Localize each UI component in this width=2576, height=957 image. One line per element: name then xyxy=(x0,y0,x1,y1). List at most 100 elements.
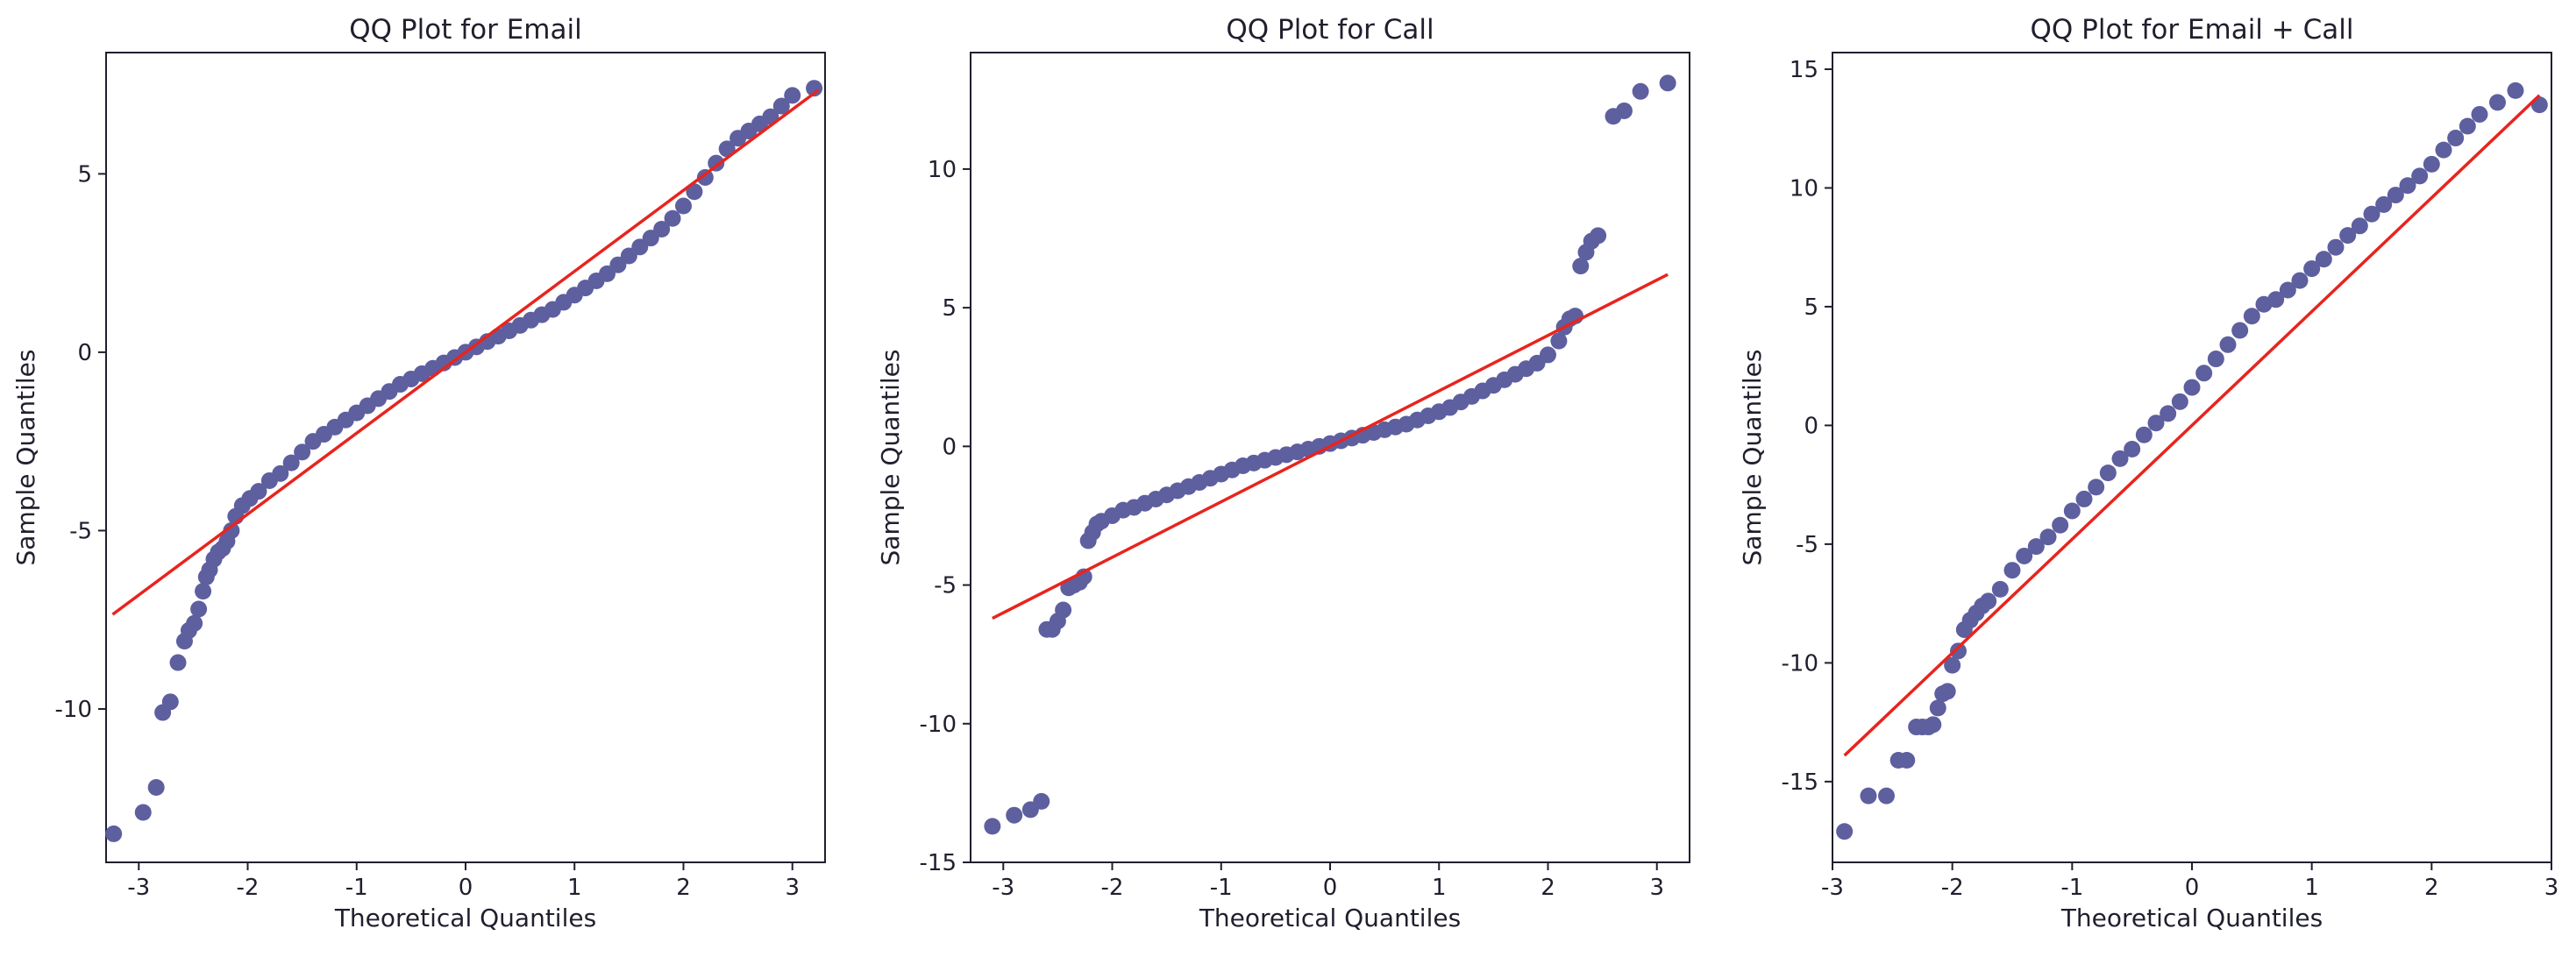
y-tick-label: -5 xyxy=(1796,532,1818,558)
qq-point xyxy=(2399,177,2416,195)
qq-point xyxy=(1925,716,1942,734)
qq-point xyxy=(1572,258,1590,275)
qq-point xyxy=(195,583,212,600)
x-tick-label: -2 xyxy=(1941,875,1964,901)
qq-point xyxy=(2423,155,2440,173)
qq-point xyxy=(1836,823,1854,840)
x-tick-label: -1 xyxy=(1210,875,1233,901)
qq-point xyxy=(2435,141,2452,159)
axes-frame xyxy=(970,52,1690,863)
x-tick-label: -2 xyxy=(1101,875,1124,901)
qq-point xyxy=(772,97,790,115)
qq-point xyxy=(2088,478,2105,496)
y-tick-label: -10 xyxy=(920,712,957,738)
y-axis-label: Sample Quantiles xyxy=(1738,350,1767,566)
qq-point xyxy=(2303,260,2321,278)
y-tick-label: -5 xyxy=(934,573,957,599)
qq-point xyxy=(1991,580,2009,598)
y-tick-label: 5 xyxy=(942,295,957,322)
qq-point xyxy=(2315,251,2332,268)
qq-point xyxy=(696,168,714,186)
qq-point xyxy=(2063,502,2081,520)
x-tick-label: -1 xyxy=(345,875,368,901)
panel-title: QQ Plot for Call xyxy=(1226,14,1434,46)
qq-point xyxy=(2279,281,2296,299)
qq-point xyxy=(223,521,240,539)
y-tick-label: -15 xyxy=(920,850,957,876)
qq-point xyxy=(147,779,165,797)
qq-point xyxy=(1033,792,1050,810)
qq-point xyxy=(1929,699,1946,717)
qq-point xyxy=(1615,102,1633,119)
qq-point xyxy=(2099,464,2117,482)
qq-point xyxy=(2291,272,2309,289)
qq-point xyxy=(2327,238,2345,256)
qq-point xyxy=(2363,205,2380,223)
qq-point xyxy=(2267,291,2285,308)
qq-point xyxy=(1860,787,1877,805)
qq-point xyxy=(134,804,152,821)
qq-point xyxy=(190,600,208,618)
qq-point xyxy=(2160,405,2177,422)
reference-line xyxy=(111,89,820,616)
qq-point xyxy=(161,693,179,711)
qq-point xyxy=(2375,195,2393,213)
qq-point xyxy=(653,220,671,237)
qq-panel-call: QQ Plot for Call Theoretical Quantiles S… xyxy=(876,14,1690,932)
y-tick-label: 10 xyxy=(928,157,957,183)
x-tick-label: 3 xyxy=(1649,875,1664,901)
y-tick-label: 10 xyxy=(1790,175,1818,202)
qq-point xyxy=(686,183,703,201)
x-tick-label: -1 xyxy=(2060,875,2083,901)
qq-point xyxy=(2489,94,2506,111)
qq-point xyxy=(2052,516,2069,534)
x-tick-label: 2 xyxy=(2424,875,2439,901)
qq-point xyxy=(250,483,267,500)
qq-point xyxy=(984,818,1001,835)
panel-title: QQ Plot for Email xyxy=(349,14,581,46)
qq-point xyxy=(2027,538,2045,556)
reference-line xyxy=(1843,94,2541,757)
x-tick-label: 1 xyxy=(567,875,582,901)
x-tick-label: 2 xyxy=(676,875,691,901)
qq-point xyxy=(1055,601,1072,619)
qq-panel-email: QQ Plot for Email Theoretical Quantiles … xyxy=(11,14,826,932)
y-tick-label: 5 xyxy=(77,161,92,188)
x-tick-label: 0 xyxy=(2185,875,2200,901)
qq-point xyxy=(1944,656,1961,674)
x-tick-label: 1 xyxy=(1432,875,1447,901)
qq-point xyxy=(2411,167,2429,185)
qq-point xyxy=(169,654,187,671)
x-tick-label: 3 xyxy=(2544,875,2559,901)
qq-point xyxy=(2207,351,2224,368)
y-tick-label: -5 xyxy=(69,518,92,544)
qq-point xyxy=(105,825,123,842)
qq-point xyxy=(2147,415,2165,432)
qq-point xyxy=(1632,82,1649,100)
qq-point xyxy=(674,197,692,215)
qq-point xyxy=(2447,130,2465,147)
qq-point xyxy=(1878,787,1895,805)
qq-point xyxy=(1950,642,1967,660)
y-tick-label: 15 xyxy=(1790,57,1818,83)
reference-line xyxy=(992,273,1669,620)
qq-point xyxy=(2111,450,2129,467)
qq-point xyxy=(1898,751,1916,769)
y-tick-label: 0 xyxy=(942,434,957,460)
qq-point xyxy=(2075,490,2093,507)
y-tick-label: 0 xyxy=(1804,413,1818,439)
qq-point xyxy=(272,464,289,482)
qq-point xyxy=(2387,187,2404,204)
qq-point xyxy=(2471,105,2488,123)
panel-title: QQ Plot for Email + Call xyxy=(2031,14,2354,46)
qq-point xyxy=(2171,393,2188,410)
x-tick-label: -3 xyxy=(992,875,1014,901)
qq-point xyxy=(2124,441,2141,458)
x-tick-label: -2 xyxy=(237,875,260,901)
qq-point xyxy=(2507,82,2524,99)
x-tick-label: -3 xyxy=(127,875,150,901)
qq-point xyxy=(282,454,300,471)
x-tick-label: -3 xyxy=(1821,875,1844,901)
y-tick-label: 0 xyxy=(77,340,92,366)
qq-point xyxy=(186,614,203,632)
